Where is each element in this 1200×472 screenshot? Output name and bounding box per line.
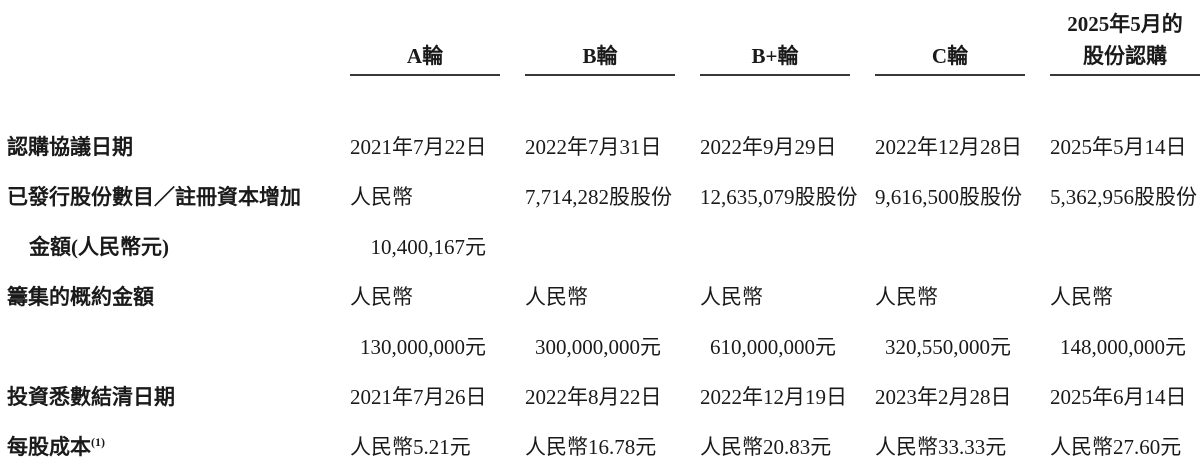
column-header-line2: B輪 [582,44,618,68]
cell-value: 12,635,079股股份 [700,185,858,209]
cell-value: 人民幣 300,000,000元 [525,285,661,359]
cell-value: 人民幣 610,000,000元 [700,285,836,359]
column-header-round-a: A輪 [350,0,500,76]
cell-value: 2021年7月22日 [350,135,487,159]
column-header-line2: A輪 [406,44,444,68]
cell-value: 9,616,500股股份 [875,185,1022,209]
cell-value: 2022年12月19日 [700,385,847,409]
header-spacer [0,0,325,72]
column-header-line2: 股份認購 [1083,44,1167,68]
cell-value: 7,714,282股股份 [525,185,672,209]
cell-value: 2022年12月28日 [875,135,1022,159]
cell-value: 5,362,956股股份 [1050,185,1197,209]
cell-value: 人民幣5.21元 [350,435,471,459]
column-header-may-2025-subscription: 2025年5月的 股份認購 [1050,0,1200,76]
table-header-row: A輪 B輪 B+輪 C輪 2025年5月的 股份認購 [0,0,1200,76]
cell-value: 2021年7月26日 [350,385,487,409]
table-row-shares-issued: 已發行股份數目／註冊資本增加 金額(人民幣元) 人民幣 10,400,167元 … [0,172,1200,272]
row-label: 籌集的概約金額 [7,285,154,309]
cell-value: 人民幣20.83元 [700,435,832,459]
cell-value: 2025年5月14日 [1050,135,1187,159]
column-header-round-c: C輪 [875,0,1025,76]
column-header-round-b: B輪 [525,0,675,76]
row-label: 投資悉數結清日期 [7,385,175,409]
cell-value: 2023年2月28日 [875,385,1012,409]
column-header-line1: 2025年5月的 [1067,12,1183,36]
column-header-line2: B+輪 [751,44,799,68]
table-row-cost-per-share: 每股成本(1) 人民幣5.21元 人民幣16.78元 人民幣20.83元 人民幣… [0,422,1200,472]
table-row-amount-raised: 籌集的概約金額 人民幣 130,000,000元 人民幣 300,000,000… [0,272,1200,372]
table-row-agreement-date: 認購協議日期 2021年7月22日 2022年7月31日 2022年9月29日 … [0,122,1200,172]
row-label: 每股成本(1) [0,422,325,472]
table-body: 認購協議日期 2021年7月22日 2022年7月31日 2022年9月29日 … [0,122,1200,472]
cell-value: 人民幣 148,000,000元 [1050,285,1186,359]
row-label: 已發行股份數目／註冊資本增加 金額(人民幣元) [7,185,301,259]
row-label-text: 每股成本 [7,435,91,459]
table-row-settlement-date: 投資悉數結清日期 2021年7月26日 2022年8月22日 2022年12月1… [0,372,1200,422]
cell-value: 人民幣16.78元 [525,435,657,459]
cell-value: 人民幣33.33元 [875,435,1007,459]
cell-value: 人民幣27.60元 [1050,435,1182,459]
column-header-round-b-plus: B+輪 [700,0,850,76]
row-label: 認購協議日期 [7,135,133,159]
cell-value: 2022年7月31日 [525,135,662,159]
cell-value: 人民幣 320,550,000元 [875,285,1011,359]
cell-value: 2022年8月22日 [525,385,662,409]
column-header-line2: C輪 [931,44,969,68]
cell-value: 2022年9月29日 [700,135,837,159]
cell-value: 人民幣 10,400,167元 [350,185,486,259]
cell-value: 2025年6月14日 [1050,385,1187,409]
cell-value: 人民幣 130,000,000元 [350,285,486,359]
footnote-marker: (1) [91,435,105,449]
